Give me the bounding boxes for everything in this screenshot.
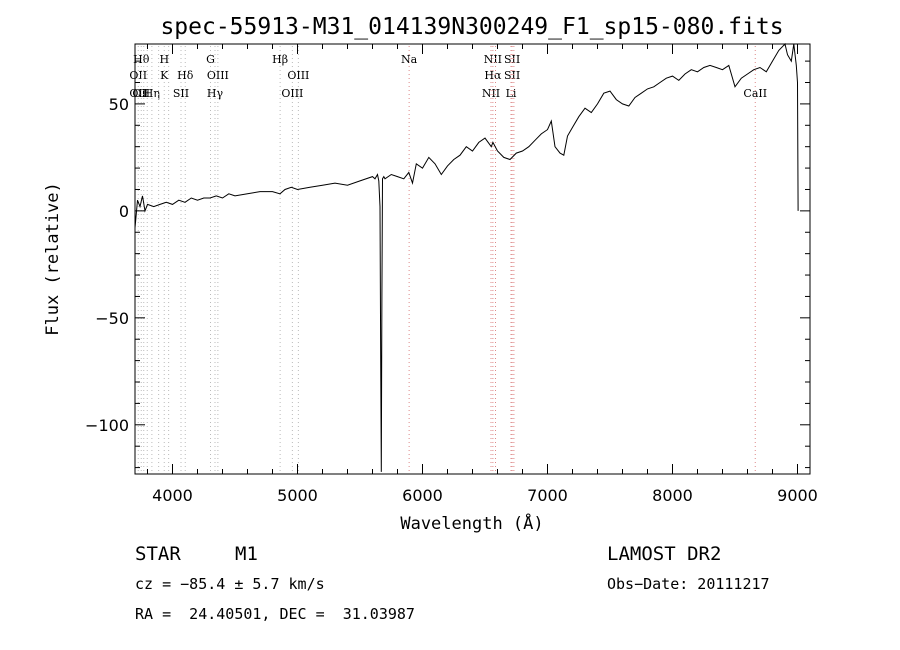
spectral-line-label: CaII bbox=[743, 87, 767, 100]
spectral-line-label: Hα bbox=[484, 69, 502, 82]
x-tick-label: 7000 bbox=[527, 486, 568, 505]
spectrum-line bbox=[134, 42, 799, 472]
spectral-line-label: G bbox=[206, 53, 215, 66]
spectral-line-label: Hδ bbox=[177, 69, 194, 82]
redshift-info: cz = −85.4 ± 5.7 km/s bbox=[135, 575, 325, 593]
x-tick-label: 8000 bbox=[652, 486, 693, 505]
spectral-line-label: SII bbox=[504, 69, 520, 82]
spectral-line-markers: OIIOIIHθOIIHηHKSIIHδGHγOIIIHβOIIIOIIINaN… bbox=[129, 46, 767, 474]
survey-name: LAMOST DR2 bbox=[607, 543, 721, 565]
y-tick-label: 50 bbox=[109, 95, 129, 114]
spectral-line-label: OII bbox=[132, 87, 150, 100]
spectral-line-label: Li bbox=[506, 87, 517, 100]
spectral-line-label: OIII bbox=[287, 69, 309, 82]
y-axis-label: Flux (relative) bbox=[43, 182, 63, 336]
spectral-line-label: H bbox=[159, 53, 169, 66]
y-tick-label: −50 bbox=[95, 309, 129, 328]
y-tick-label: 0 bbox=[119, 202, 129, 221]
coordinates: RA = 24.40501, DEC = 31.03987 bbox=[135, 605, 415, 623]
spectral-line-label: SII bbox=[504, 53, 520, 66]
observation-date: Obs−Date: 20111217 bbox=[607, 575, 770, 593]
spectral-line-label: Na bbox=[401, 53, 418, 66]
spectral-line-label: Hγ bbox=[207, 87, 224, 100]
spectral-line-label: OII bbox=[129, 69, 147, 82]
spectral-line-label: Hη bbox=[144, 87, 160, 100]
spectral-line-label: SII bbox=[173, 87, 189, 100]
object-subclass: M1 bbox=[235, 543, 258, 565]
spectral-line-label: NII bbox=[484, 53, 502, 66]
spectral-line-label: Hβ bbox=[272, 53, 288, 66]
axis-tick-labels: 4000 5000 6000 7000 8000 9000 −100 −50 0 50 bbox=[85, 95, 818, 505]
plot-frame bbox=[134, 43, 811, 475]
spectral-line-label: OIII bbox=[281, 87, 303, 100]
spectral-line-label: K bbox=[160, 69, 169, 82]
chart-title: spec-55913-M31_014139N300249_F1_sp15-080… bbox=[160, 14, 783, 40]
spectral-line-label: Hθ bbox=[133, 53, 150, 66]
x-tick-label: 5000 bbox=[277, 486, 318, 505]
y-tick-label: −100 bbox=[85, 416, 129, 435]
x-tick-label: 9000 bbox=[777, 486, 818, 505]
x-tick-label: 4000 bbox=[152, 486, 193, 505]
spectral-line-label: OIII bbox=[207, 69, 229, 82]
spectral-line-label: OII bbox=[129, 87, 147, 100]
x-tick-label: 6000 bbox=[402, 486, 443, 505]
axis-ticks bbox=[135, 44, 810, 474]
x-axis-label: Wavelength (Å) bbox=[400, 512, 543, 534]
spectral-line-label: NII bbox=[482, 87, 500, 100]
object-class: STAR bbox=[135, 543, 181, 565]
